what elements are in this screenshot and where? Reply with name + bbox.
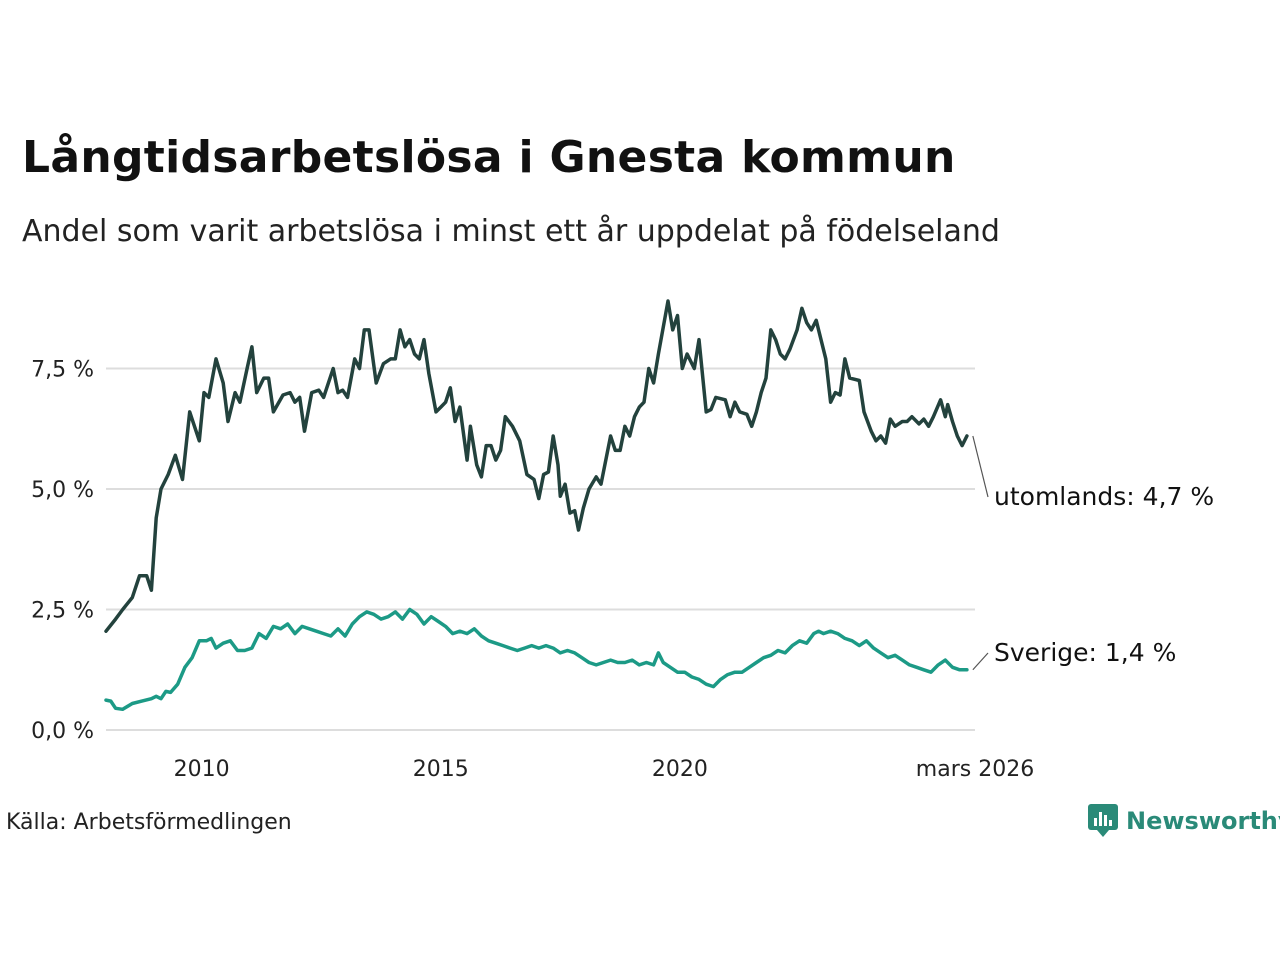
end-label-connector [972,435,989,498]
newsworthy-logo-icon [1088,804,1118,837]
y-tick-label: 7,5 % [31,358,94,383]
series-line-utomlands [104,299,969,633]
x-tick-label: 2015 [413,757,469,782]
newsworthy-brand: Newsworthy [1088,804,1280,838]
y-tick-label: 2,5 % [31,599,94,624]
source-note: Källa: Arbetsförmedlingen [6,810,292,835]
x-tick-label: 2020 [652,757,708,782]
end-label-utomlands: utomlands: 4,7 % [994,482,1214,511]
series-line-sverige [104,607,969,712]
end-label-connector [972,652,989,671]
y-tick-label: 5,0 % [31,478,94,503]
x-tick-label: 2010 [174,757,230,782]
y-tick-label: 0,0 % [31,719,94,744]
end-label-sverige: Sverige: 1,4 % [994,638,1176,667]
chart-title: Långtidsarbetslösa i Gnesta kommun [22,132,956,183]
x-tick-label: mars 2026 [916,757,1034,782]
chart-subtitle: Andel som varit arbetslösa i minst ett å… [22,214,1000,249]
newsworthy-wordmark: Newsworthy [1126,807,1280,835]
